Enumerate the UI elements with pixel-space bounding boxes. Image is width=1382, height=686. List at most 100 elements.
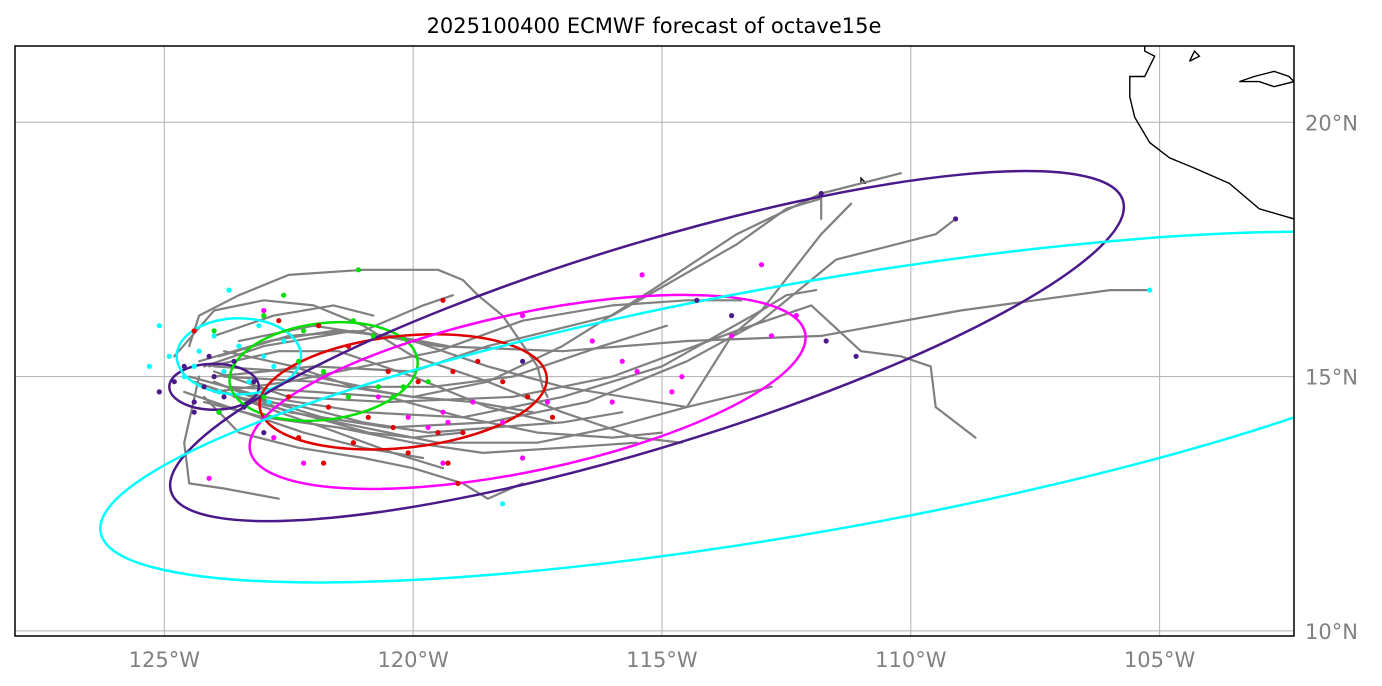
forecast-point (191, 399, 197, 405)
forecast-point (345, 394, 351, 400)
forecast-point (345, 343, 351, 349)
forecast-point (385, 368, 391, 375)
forecast-point (206, 353, 212, 359)
forecast-point (365, 414, 371, 420)
forecast-point (226, 287, 232, 293)
forecast-point (166, 353, 172, 359)
ensemble-tracks (173, 172, 1151, 500)
forecast-point (221, 368, 227, 375)
forecast-point (206, 475, 212, 481)
lat-tick-label: 20°N (1305, 111, 1358, 135)
lon-tick-label: 105°W (1124, 648, 1196, 672)
lon-tick-label: 115°W (626, 648, 698, 672)
forecast-point (286, 394, 292, 400)
lon-tick-label: 120°W (377, 648, 449, 672)
forecast-point (211, 333, 217, 339)
forecast-point (261, 353, 267, 359)
ellipse-1 (168, 362, 261, 411)
ensemble-track (203, 289, 1151, 368)
ensemble-track (213, 304, 977, 439)
lon-tick-label: 110°W (875, 648, 947, 672)
forecast-point (475, 358, 481, 364)
longitude-labels: 125°W 120°W 115°W 110°W 105°W (129, 648, 1196, 672)
forecast-point (1147, 287, 1153, 293)
ensemble-track (213, 217, 957, 429)
forecast-point (156, 389, 162, 395)
forecast-point (375, 394, 381, 400)
ellipse-5 (248, 293, 807, 491)
forecast-point (211, 328, 217, 334)
forecast-point (609, 399, 615, 405)
ensemble-track (173, 299, 683, 444)
forecast-point (440, 297, 446, 303)
forecast-point (241, 404, 247, 410)
forecast-point (440, 460, 446, 466)
lat-tick-label: 15°N (1305, 366, 1358, 390)
ellipse-6 (168, 169, 1126, 523)
forecast-point (440, 409, 446, 415)
map-title: 2025100400 ECMWF forecast of octave15e (427, 14, 882, 38)
forecast-point (281, 338, 287, 344)
ensemble-track (183, 375, 280, 500)
forecast-point (375, 384, 381, 390)
forecast-point (216, 389, 222, 395)
forecast-point (520, 358, 526, 364)
forecast-point (276, 318, 282, 324)
forecast-point (470, 399, 476, 405)
forecast-point (196, 348, 202, 354)
forecast-point (191, 363, 197, 369)
forecast-point (549, 414, 556, 420)
coastline (1129, 46, 1294, 220)
forecast-point (201, 384, 207, 390)
forecast-point (181, 374, 187, 380)
forecast-point (435, 430, 441, 436)
forecast-point (181, 363, 187, 369)
forecast-point (146, 363, 152, 369)
forecast-point (301, 328, 307, 334)
ensemble-track (203, 395, 524, 500)
forecast-point (445, 460, 451, 466)
ensemble-track (213, 324, 668, 388)
ensemble-track (188, 202, 853, 419)
forecast-point (321, 368, 327, 375)
ellipse-4 (258, 333, 549, 451)
ensemble-track (198, 329, 450, 363)
ensemble-track (183, 390, 425, 460)
forecast-point (400, 384, 406, 390)
forecast-point (544, 399, 551, 405)
forecast-point (321, 460, 327, 466)
forecast-point (520, 455, 526, 461)
forecast-point (266, 399, 272, 405)
forecast-point (261, 313, 267, 319)
forecast-point (296, 435, 302, 441)
ensemble-track (208, 385, 445, 470)
forecast-point (231, 358, 237, 364)
forecast-point (325, 404, 332, 410)
forecast-point (425, 424, 431, 431)
forecast-point (405, 450, 411, 456)
forecast-point (853, 353, 859, 359)
forecast-point (729, 313, 735, 319)
forecast-point (669, 389, 675, 395)
forecast-point (768, 333, 775, 339)
uncertainty-ellipses (99, 169, 1294, 584)
forecast-point (261, 307, 267, 314)
forecast-point (634, 368, 640, 375)
forecast-point (525, 394, 531, 400)
ensemble-track (237, 324, 773, 409)
forecast-point (256, 323, 262, 329)
forecast-point (425, 379, 431, 385)
ellipse-2 (175, 316, 303, 396)
forecast-point (316, 323, 322, 329)
forecast-point (500, 379, 506, 385)
latitude-labels: 20°N 15°N 10°N (1305, 111, 1358, 644)
forecast-point (450, 368, 456, 375)
forecast-point (246, 379, 252, 385)
ensemble-track (232, 395, 624, 434)
forecast-point (236, 343, 242, 349)
forecast-point (953, 216, 959, 222)
forecast-point (171, 379, 177, 385)
forecast-point (355, 267, 361, 273)
ellipse-7 (99, 230, 1294, 584)
